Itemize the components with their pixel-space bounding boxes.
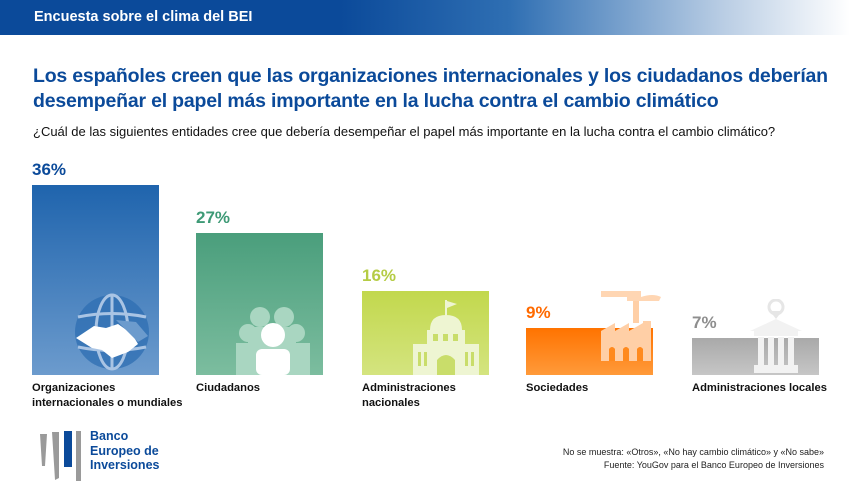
header-title: Encuesta sobre el clima del BEI (34, 9, 253, 25)
main-title: Los españoles creen que las organizacion… (33, 65, 828, 112)
category-label: Ciudadanos (196, 381, 260, 396)
category-label-line: Administraciones (362, 382, 456, 394)
value-label: 9% (526, 302, 551, 322)
category-label-line: Administraciones locales (692, 382, 827, 394)
category-label-line: Ciudadanos (196, 382, 261, 394)
logo-text: Banco Europeo de Inversiones (90, 429, 159, 473)
category-label-line: internacionales o mundiales (32, 397, 183, 409)
category-label: Organizaciones internacionales o mundiale… (32, 381, 182, 411)
footnote-source: Fuente: YouGov para el Banco Europeo de … (603, 460, 824, 470)
people-group-icon (236, 295, 311, 380)
survey-question: ¿Cuál de las siguientes entidades cree q… (33, 124, 776, 139)
logo-line: Europeo de (90, 443, 159, 458)
logo-bar-grey-2 (52, 432, 59, 480)
logo-bar-grey-3 (76, 431, 81, 481)
category-label-line: nacionales (362, 397, 420, 409)
eib-logo-mark (40, 431, 81, 481)
globe-handshake-icon (72, 292, 152, 377)
capitol-building-icon (413, 300, 479, 380)
logo-bar-grey-1 (40, 434, 47, 466)
bar-chart: 36% Organizaciones internacionales o mundi… (32, 160, 827, 411)
category-label: Administraciones nacionales (362, 381, 456, 411)
category-label-line: Sociedades (526, 382, 589, 394)
logo-line: Inversiones (90, 458, 160, 472)
eib-logo: Banco Europeo de Inversiones (34, 428, 174, 486)
header-band: Encuesta sobre el clima del BEI (0, 0, 850, 35)
logo-line: Banco (90, 429, 129, 443)
value-label: 27% (196, 207, 231, 227)
category-label-line: Organizaciones (32, 382, 116, 394)
logo-bar-blue (64, 431, 72, 467)
town-hall-pin-icon (750, 298, 802, 378)
footnote: No se muestra: «Otros», «No hay cambio c… (563, 446, 824, 472)
category-label: Administraciones locales (692, 381, 827, 396)
footnote-not-shown: No se muestra: «Otros», «No hay cambio c… (562, 447, 824, 457)
value-label: 36% (32, 160, 67, 179)
value-label: 16% (362, 265, 397, 285)
factory-icon (601, 287, 663, 366)
category-label: Sociedades (526, 381, 588, 396)
value-label: 7% (692, 313, 717, 333)
